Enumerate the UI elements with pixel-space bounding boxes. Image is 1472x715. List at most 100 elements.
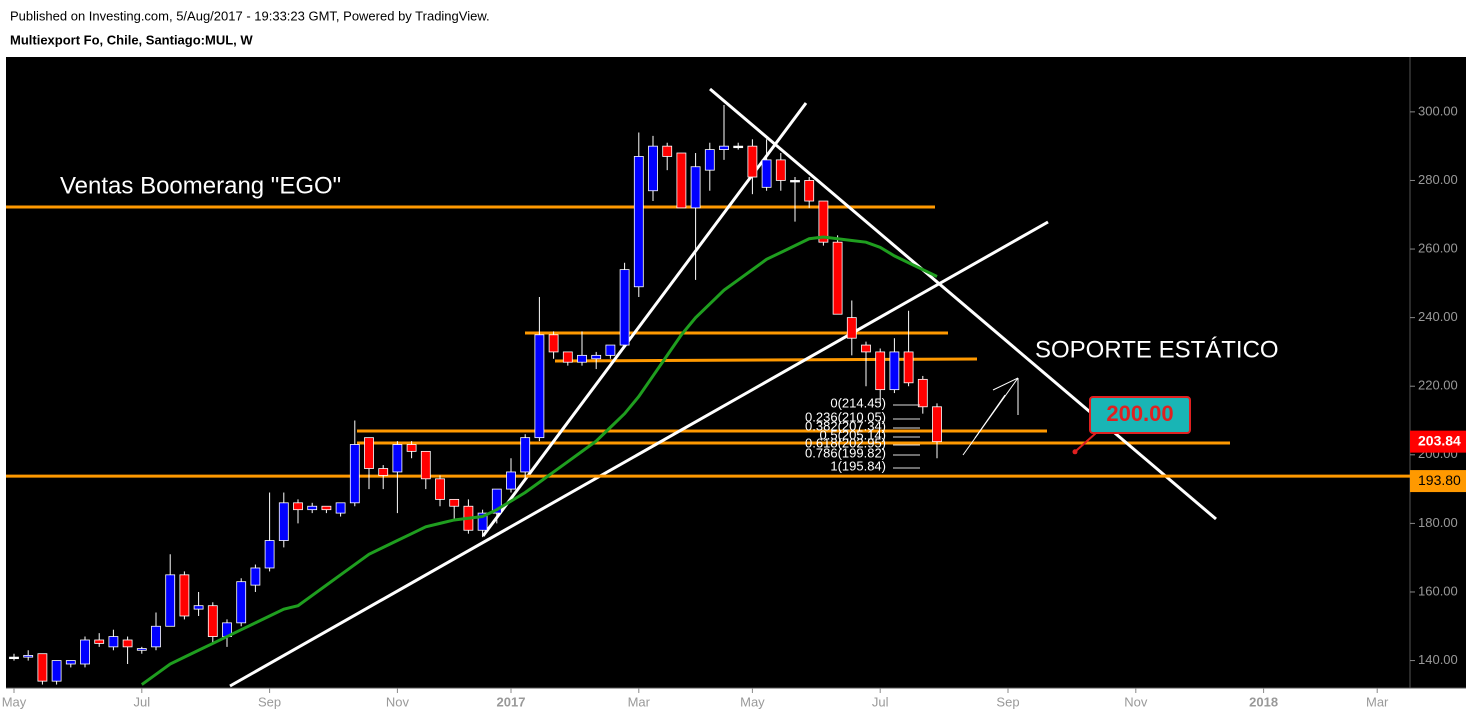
candle-body bbox=[903, 351, 914, 384]
candle-body bbox=[264, 540, 275, 569]
candle-body bbox=[165, 574, 176, 627]
y-tick-label: 260.00 bbox=[1418, 240, 1458, 255]
candle-body bbox=[676, 152, 687, 209]
x-tick-label: May bbox=[740, 694, 765, 709]
price-axis bbox=[1410, 57, 1466, 688]
candle-body bbox=[577, 354, 587, 363]
candle-body bbox=[917, 378, 928, 408]
x-tick-label: Sep bbox=[258, 694, 281, 709]
candle-body bbox=[122, 639, 133, 648]
fib-label: 0.236(210.05) bbox=[805, 409, 886, 424]
fib-label: 0.5(205.14) bbox=[820, 427, 887, 442]
candle-body bbox=[406, 444, 417, 452]
y-tick-label: 300.00 bbox=[1418, 103, 1458, 118]
candle-body bbox=[932, 406, 942, 443]
candle-body bbox=[491, 488, 502, 514]
symbol-title: Multiexport Fo, Chile, Santiago:MUL, W bbox=[10, 32, 253, 47]
candle-body bbox=[662, 145, 673, 157]
candle-body bbox=[9, 656, 19, 660]
fib-label: 0.618(202.95) bbox=[805, 435, 886, 450]
resistance-line bbox=[554, 357, 978, 363]
candle-body bbox=[23, 655, 34, 658]
candle-body bbox=[889, 351, 900, 391]
candle-body bbox=[392, 444, 403, 473]
candle-body bbox=[534, 334, 545, 439]
candle-body bbox=[207, 605, 218, 637]
candle-body bbox=[151, 625, 161, 648]
x-tick-label: Nov bbox=[1124, 694, 1148, 709]
candle-body bbox=[548, 334, 559, 353]
support-price-label: 193.80 bbox=[1418, 472, 1461, 488]
last-price-label: 203.84 bbox=[1418, 432, 1461, 448]
candle-body bbox=[562, 351, 573, 363]
candle-body bbox=[364, 437, 374, 469]
candle-body bbox=[477, 512, 488, 531]
candle-body bbox=[861, 344, 871, 353]
y-tick-label: 160.00 bbox=[1418, 583, 1458, 598]
moving-average bbox=[140, 235, 938, 686]
y-tick-label: 140.00 bbox=[1418, 652, 1458, 667]
candle-body bbox=[179, 574, 190, 617]
candle-body bbox=[747, 145, 758, 178]
candle-body bbox=[633, 156, 644, 288]
candle-body bbox=[378, 468, 389, 476]
candle-body bbox=[832, 241, 843, 315]
annotation: Ventas Boomerang "EGO" bbox=[60, 172, 341, 199]
candle-body bbox=[775, 159, 786, 181]
candle-body bbox=[307, 505, 318, 511]
candle-body bbox=[733, 145, 744, 149]
candle-body bbox=[690, 166, 701, 209]
candle-body bbox=[193, 605, 204, 610]
callout-label: 200.00 bbox=[1106, 401, 1173, 426]
published-note: Published on Investing.com, 5/Aug/2017 -… bbox=[10, 8, 490, 23]
candle-body bbox=[420, 450, 431, 480]
callout-box bbox=[1089, 396, 1191, 434]
candle-body bbox=[761, 159, 772, 188]
x-tick-label: Sep bbox=[996, 694, 1019, 709]
trend-line bbox=[229, 220, 1049, 688]
candle-body bbox=[704, 149, 715, 171]
candle-body bbox=[449, 498, 460, 507]
candle-body bbox=[94, 639, 105, 644]
target-point bbox=[1072, 449, 1078, 455]
candle-body bbox=[65, 660, 76, 665]
candle-body bbox=[591, 354, 602, 360]
candle-body bbox=[136, 648, 147, 651]
arrow bbox=[974, 394, 1006, 439]
candle-body bbox=[349, 444, 360, 504]
candle-body bbox=[108, 636, 119, 648]
support-price-box bbox=[1410, 470, 1466, 493]
candle-body bbox=[846, 317, 857, 339]
candle-body bbox=[619, 269, 630, 346]
candle-body bbox=[236, 581, 247, 624]
candle-body bbox=[875, 351, 886, 391]
x-tick-label: Nov bbox=[386, 694, 410, 709]
x-tick-label: May bbox=[2, 694, 27, 709]
arrow bbox=[992, 377, 1019, 391]
candle-body bbox=[818, 200, 829, 243]
candle-body bbox=[435, 478, 445, 500]
y-tick-label: 240.00 bbox=[1418, 309, 1458, 324]
candle-body bbox=[51, 660, 62, 682]
candle-body bbox=[506, 471, 516, 490]
fib-label: 0(214.45) bbox=[830, 395, 886, 410]
x-tick-label: Jul bbox=[872, 694, 889, 709]
candle-body bbox=[605, 344, 616, 356]
y-tick-label: 220.00 bbox=[1418, 378, 1458, 393]
candle-body bbox=[321, 505, 332, 511]
fib-label: 0.382(207.34) bbox=[805, 418, 886, 433]
y-tick-label: 280.00 bbox=[1418, 172, 1458, 187]
fib-label: 0.786(199.82) bbox=[805, 445, 886, 460]
candle-body bbox=[648, 145, 658, 192]
candle-body bbox=[37, 653, 48, 682]
x-tick-label: 2018 bbox=[1249, 694, 1278, 709]
candle-body bbox=[719, 145, 729, 150]
y-tick-label: 180.00 bbox=[1418, 515, 1458, 530]
candle-body bbox=[804, 180, 815, 202]
annotation: SOPORTE ESTÁTICO bbox=[1035, 336, 1279, 363]
candle-body bbox=[520, 437, 531, 473]
x-tick-label: Mar bbox=[628, 694, 651, 709]
trend-line bbox=[709, 87, 1217, 521]
